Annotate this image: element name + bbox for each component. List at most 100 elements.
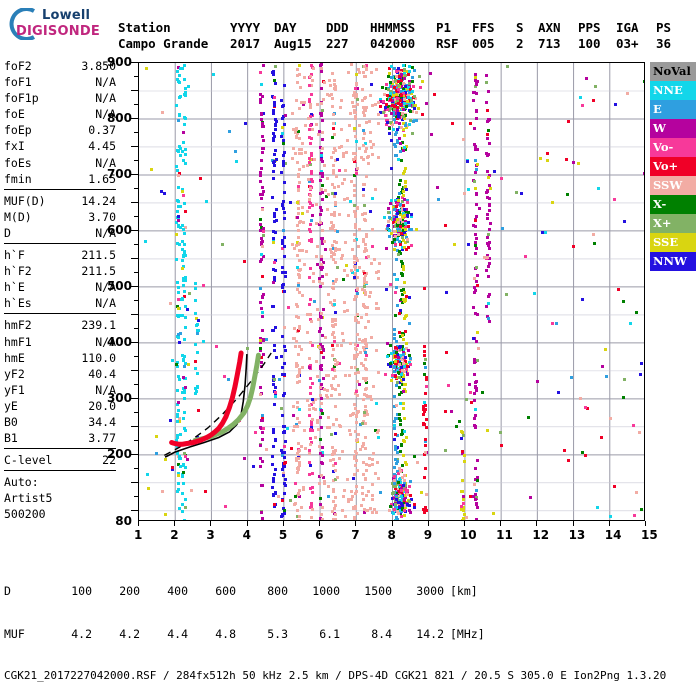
param-key: hmE (4, 350, 25, 366)
legend-item-e[interactable]: E (650, 100, 696, 119)
param-value: N/A (95, 74, 116, 90)
param-value: 4.45 (88, 138, 116, 154)
muf-unit: [MHz] (444, 627, 496, 642)
legend-item-sse[interactable]: SSE (650, 233, 696, 252)
y-tick-label: 800 (102, 111, 132, 125)
header-col-pps: PPS (578, 20, 616, 36)
muf-value: 14.2 (392, 627, 444, 642)
y-tick (134, 440, 138, 441)
legend-item-w[interactable]: W (650, 119, 696, 138)
param-key: h`Es (4, 295, 32, 311)
x-tick-label: 13 (569, 528, 586, 542)
x-tick-label: 3 (206, 528, 214, 542)
y-tick (131, 454, 138, 455)
legend-item-ssw[interactable]: SSW (650, 176, 696, 195)
x-tick-label: 7 (351, 528, 359, 542)
y-tick (131, 174, 138, 175)
x-tick-label: 11 (496, 528, 513, 542)
param-key: foF1 (4, 74, 32, 90)
ionogram-plot[interactable] (138, 62, 645, 521)
param-value: 211.5 (81, 263, 116, 279)
distance-label: D (4, 584, 44, 599)
x-tick-label: 4 (243, 528, 251, 542)
x-tick (174, 521, 175, 526)
y-tick (131, 426, 138, 427)
y-tick-label: 600 (102, 223, 132, 237)
legend-item-x[interactable]: X- (650, 195, 696, 214)
y-tick-label: 700 (102, 167, 132, 181)
x-tick (536, 521, 537, 526)
header-col-ddd: DDD (326, 20, 370, 36)
legend-item-nne[interactable]: NNE (650, 81, 696, 100)
y-tick (131, 286, 138, 287)
distance-value: 600 (188, 584, 236, 599)
trace-layer (139, 63, 645, 521)
logo-text-digisonde: DIGISONDE (16, 24, 100, 39)
muf-value: 4.2 (92, 627, 140, 642)
x-tick (428, 521, 429, 526)
header-col-iga: IGA (616, 20, 656, 36)
x-tick (319, 521, 320, 526)
legend-item-x[interactable]: X+ (650, 214, 696, 233)
legend-item-vo[interactable]: Vo+ (650, 157, 696, 176)
x-tick (464, 521, 465, 526)
muf-value: 5.3 (236, 627, 288, 642)
param-divider-4 (4, 448, 116, 449)
y-tick (131, 146, 138, 147)
param-key: M(D) (4, 209, 32, 225)
auto-label: Auto: (4, 474, 116, 490)
x-tick-label: 6 (315, 528, 323, 542)
param-key: B1 (4, 430, 18, 446)
y-tick (134, 300, 138, 301)
param-value: 34.4 (88, 414, 116, 430)
y-tick (134, 356, 138, 357)
muf-value: 4.2 (44, 627, 92, 642)
y-tick-label: 900 (102, 55, 132, 69)
param-key: h`E (4, 279, 25, 295)
legend-item-nnw[interactable]: NNW (650, 252, 696, 271)
header-col-hhmmss: HHMMSS (370, 20, 436, 36)
legend-item-vo[interactable]: Vo- (650, 138, 696, 157)
param-value: N/A (95, 90, 116, 106)
x-tick-label: 14 (605, 528, 622, 542)
muf-value: 4.4 (140, 627, 188, 642)
distance-value: 3000 (392, 584, 444, 599)
y-tick (131, 398, 138, 399)
header-col-station: Station (118, 20, 230, 36)
y-tick (131, 370, 138, 371)
param-key: foE (4, 106, 25, 122)
param-key: D (4, 225, 11, 241)
muf-value: 6.1 (288, 627, 340, 642)
distance-unit: [km] (444, 584, 496, 599)
y-tick-label: 300 (102, 391, 132, 405)
header-col-day: DAY (274, 20, 326, 36)
legend-item-noval[interactable]: NoVal (650, 62, 696, 81)
param-key: C-level (4, 452, 52, 468)
param-key: fmin (4, 171, 32, 187)
logo-text-lowell: Lowell (42, 8, 90, 23)
param-row: MUF(D)14.24 (4, 193, 116, 209)
y-tick-label: 400 (102, 335, 132, 349)
param-key: MUF(D) (4, 193, 46, 209)
y-tick (131, 258, 138, 259)
header-val-s: 2 (516, 36, 538, 52)
y-tick (134, 496, 138, 497)
x-tick (247, 521, 248, 526)
